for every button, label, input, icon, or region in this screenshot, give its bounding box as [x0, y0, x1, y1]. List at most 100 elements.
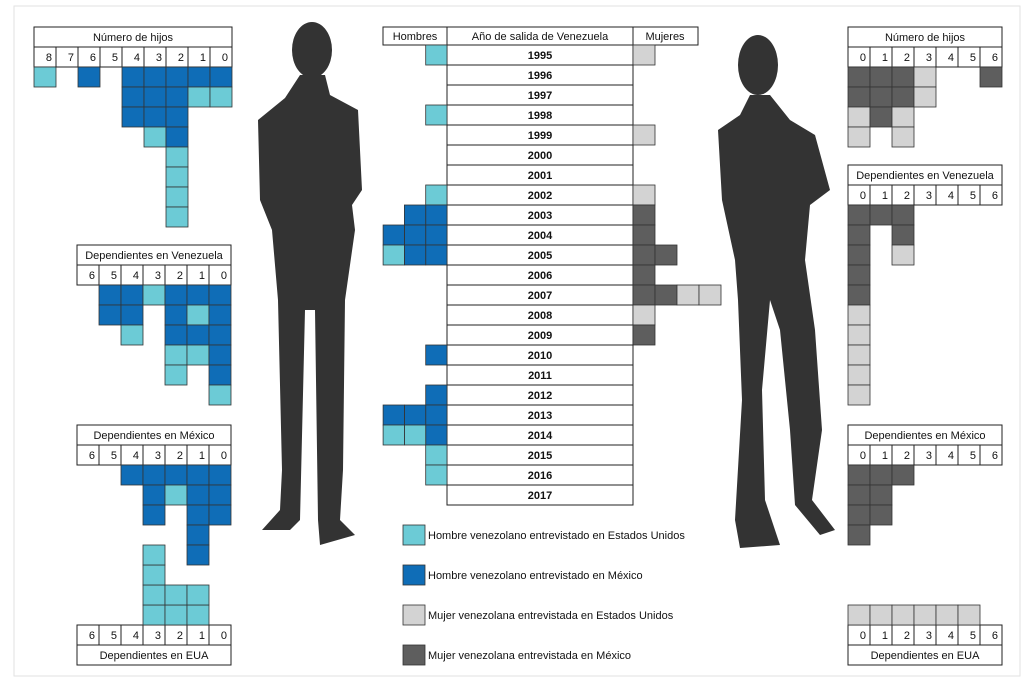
cell	[632, 244, 656, 266]
cell	[869, 66, 893, 88]
cell	[164, 304, 188, 326]
cell	[425, 444, 448, 466]
cell	[382, 244, 405, 266]
year-label: 1995	[528, 50, 552, 62]
column-label: 2	[177, 630, 183, 642]
cell	[913, 604, 937, 626]
year-label: 2003	[528, 210, 552, 222]
cell	[847, 384, 871, 406]
cell	[891, 106, 915, 128]
year-label: 2007	[528, 290, 552, 302]
cell	[164, 364, 188, 386]
legend-label: Hombre venezolano entrevistado en México	[428, 570, 643, 582]
column-label: 3	[155, 450, 161, 462]
cell	[165, 206, 189, 228]
cell	[632, 224, 656, 246]
year-box	[446, 484, 634, 506]
panel-title: Dependientes en México	[93, 430, 214, 442]
cell	[121, 66, 145, 88]
column-label: 5	[111, 630, 117, 642]
cell	[121, 86, 145, 108]
cell	[632, 44, 656, 66]
column-label: 2	[177, 450, 183, 462]
cell	[425, 344, 448, 366]
column-label: 1	[199, 630, 205, 642]
column-label: 4	[133, 270, 139, 282]
cell	[632, 204, 656, 226]
cell	[143, 126, 167, 148]
year-label: 1996	[528, 70, 552, 82]
cell	[891, 204, 915, 226]
cell	[632, 284, 656, 306]
header: Mujeres	[645, 31, 685, 43]
cell	[98, 304, 122, 326]
column-label: 1	[882, 630, 888, 642]
cell	[847, 86, 871, 108]
cell	[186, 504, 210, 526]
year-label: 1998	[528, 110, 552, 122]
legend-swatch	[402, 564, 426, 586]
column-label-box	[208, 624, 232, 646]
cell	[208, 364, 232, 386]
cell	[632, 184, 656, 206]
panel-title: Número de hijos	[93, 32, 174, 44]
header: Hombres	[393, 31, 438, 43]
panel-title: Número de hijos	[885, 32, 966, 44]
column-label: 7	[68, 52, 74, 64]
cell	[425, 244, 448, 266]
cell	[121, 106, 145, 128]
column-label: 2	[904, 450, 910, 462]
year-label: 1999	[528, 130, 552, 142]
column-label: 5	[970, 630, 976, 642]
legend-label: Mujer venezolana entrevistada en Estados…	[428, 610, 674, 622]
cell	[847, 504, 871, 526]
year-label: 2010	[528, 350, 552, 362]
cell	[186, 464, 210, 486]
column-label: 5	[970, 190, 976, 202]
cell	[120, 464, 144, 486]
cell	[425, 204, 448, 226]
cell	[869, 464, 893, 486]
cell	[425, 424, 448, 446]
cell	[869, 604, 893, 626]
cell	[847, 464, 871, 486]
cell	[165, 126, 189, 148]
cell	[425, 404, 448, 426]
cell	[869, 106, 893, 128]
cell	[209, 66, 233, 88]
cell	[142, 464, 166, 486]
cell	[403, 204, 427, 226]
cell	[891, 604, 915, 626]
column-label: 1	[882, 450, 888, 462]
column-label-box	[979, 444, 1003, 466]
column-label: 5	[112, 52, 118, 64]
cell	[165, 186, 189, 208]
column-label: 4	[133, 450, 139, 462]
cell	[869, 504, 893, 526]
panel-title: Dependientes en EUA	[100, 650, 210, 662]
panel-title: Dependientes en EUA	[871, 650, 981, 662]
year-label: 2008	[528, 310, 552, 322]
cell	[33, 66, 57, 88]
column-label-box	[979, 184, 1003, 206]
cell	[632, 304, 656, 326]
cell	[186, 604, 210, 626]
cell	[632, 264, 656, 286]
column-label: 3	[926, 630, 932, 642]
cell	[208, 324, 232, 346]
column-label: 0	[222, 52, 228, 64]
column-label: 1	[882, 52, 888, 64]
cell	[632, 124, 656, 146]
cell	[403, 404, 427, 426]
column-label: 6	[90, 52, 96, 64]
column-label: 0	[860, 190, 866, 202]
cell	[142, 544, 166, 566]
cell	[142, 284, 166, 306]
cell	[654, 244, 678, 266]
year-label: 2006	[528, 270, 552, 282]
cell	[120, 304, 144, 326]
cell	[425, 384, 448, 406]
cell	[120, 284, 144, 306]
cell	[208, 344, 232, 366]
column-label: 6	[89, 630, 95, 642]
